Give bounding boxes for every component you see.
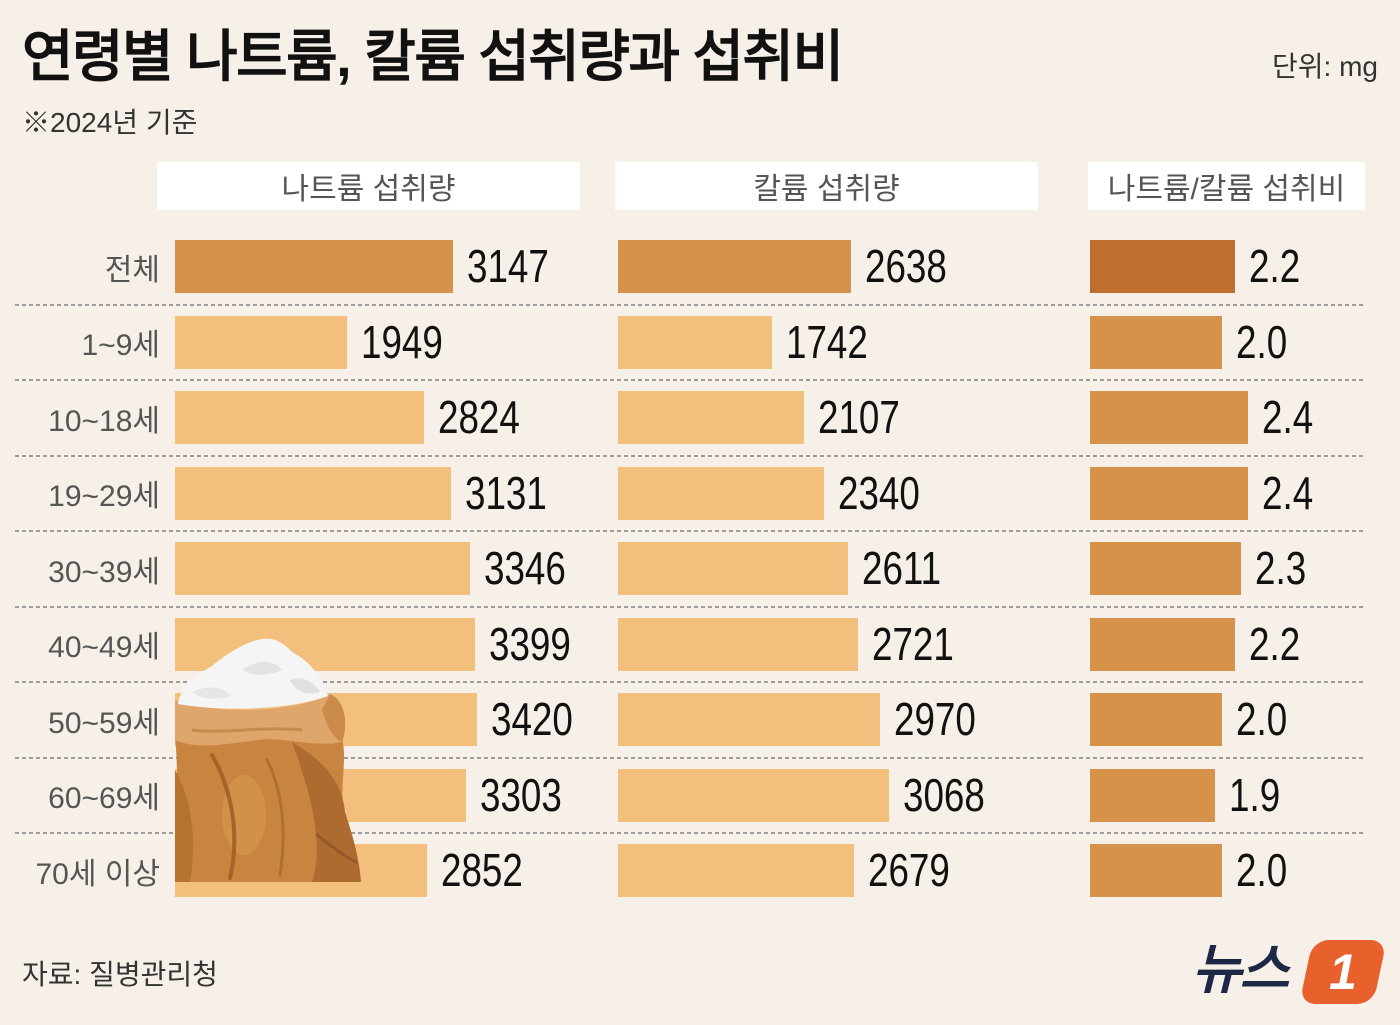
sodium-value-label: 2824 <box>438 391 520 443</box>
row-separator <box>15 832 1365 834</box>
ratio-bar <box>1090 693 1222 746</box>
row-separator <box>15 379 1365 381</box>
sodium-bar <box>175 315 347 369</box>
row-separator <box>15 605 1365 608</box>
ratio-value-label: 2.4 <box>1261 391 1314 443</box>
column-header-sodium: 나트륨 섭취량 <box>157 162 580 210</box>
salt-shading <box>192 687 232 699</box>
sack-highlight <box>222 775 266 855</box>
age-group-label: 40~49세 <box>48 631 160 664</box>
sodium-bar <box>175 542 471 595</box>
news1-logo-badge: 1 <box>1299 940 1387 1004</box>
age-group-label: 60~69세 <box>48 782 160 815</box>
sodium-value-label: 1949 <box>360 315 443 368</box>
sodium-value-label: 2852 <box>440 844 523 896</box>
ratio-bar <box>1090 617 1235 671</box>
sack-rim-line <box>191 727 303 733</box>
age-group-label: 30~39세 <box>48 555 160 589</box>
sack-fold <box>315 833 358 864</box>
potassium-bar <box>618 542 849 595</box>
sack-fold <box>210 753 237 880</box>
age-group-label: 전체 <box>104 253 160 287</box>
row-separator <box>15 681 1365 683</box>
ratio-bar <box>1090 391 1248 444</box>
potassium-bar <box>618 315 772 369</box>
potassium-bar <box>618 466 825 520</box>
sodium-value-label: 3399 <box>488 617 571 670</box>
ratio-bar <box>1090 844 1222 897</box>
column-header-potassium: 칼륨 섭취량 <box>615 162 1038 210</box>
age-group-label: 10~18세 <box>48 404 160 438</box>
potassium-bar <box>618 768 889 822</box>
sodium-bar <box>175 466 452 520</box>
salt-shading <box>290 678 320 694</box>
news1-logo-text: 뉴스 <box>1192 940 1289 1000</box>
potassium-value-label: 2107 <box>817 391 900 443</box>
sodium-value-label: 3346 <box>484 542 566 594</box>
ratio-bar <box>1090 768 1216 822</box>
potassium-bar <box>618 693 880 746</box>
potassium-value-label: 3068 <box>902 768 985 821</box>
ratio-bar <box>1090 315 1222 369</box>
ratio-value-label: 2.3 <box>1255 542 1307 594</box>
potassium-bar <box>618 844 855 897</box>
sodium-value-label: 3420 <box>490 693 573 745</box>
potassium-value-label: 2611 <box>862 542 942 594</box>
sack-fold <box>265 758 285 877</box>
ratio-value-label: 2.2 <box>1248 240 1300 292</box>
age-group-label: 1~9세 <box>81 329 161 362</box>
ratio-value-label: 2.4 <box>1261 466 1314 519</box>
age-group-label: 70세 이상 <box>35 857 160 891</box>
ratio-value-label: 1.9 <box>1229 768 1281 821</box>
sodium-bar <box>175 391 425 444</box>
sodium-value-label: 3147 <box>466 240 549 292</box>
age-group-label: 50~59세 <box>48 706 160 740</box>
salt-shading <box>242 661 282 675</box>
potassium-value-label: 2679 <box>868 844 951 896</box>
page-title: 연령별 나트륨, 칼륨 섭취량과 섭취비 <box>22 25 844 88</box>
ratio-value-label: 2.0 <box>1235 693 1287 745</box>
ratio-bar <box>1090 466 1248 520</box>
ratio-value-label: 2.0 <box>1235 315 1287 368</box>
sack-shadow <box>292 742 361 882</box>
potassium-value-label: 2340 <box>838 466 921 519</box>
column-header-ratio: 나트륨/칼륨 섭취비 <box>1088 162 1365 210</box>
ratio-value-label: 2.2 <box>1248 617 1300 670</box>
potassium-value-label: 2970 <box>893 693 976 745</box>
potassium-bar <box>618 240 851 293</box>
sodium-value-label: 3303 <box>480 768 563 821</box>
news1-logo-number: 1 <box>1329 944 1357 1000</box>
row-separator <box>15 303 1365 306</box>
unit-label: 단위: mg <box>1272 51 1378 82</box>
ratio-bar <box>1090 240 1235 293</box>
sack-shadow <box>175 770 194 882</box>
salt-sack-icon <box>175 638 361 882</box>
potassium-bar <box>618 617 858 671</box>
source-note: 자료: 질병관리청 <box>22 959 218 990</box>
age-group-label: 19~29세 <box>48 480 160 513</box>
row-separator <box>15 454 1365 457</box>
potassium-value-label: 1742 <box>785 315 868 368</box>
sack-rim <box>175 694 346 746</box>
row-separator <box>15 756 1365 759</box>
sodium-bar <box>175 240 453 293</box>
ratio-bar <box>1090 542 1242 595</box>
sodium-value-label: 3131 <box>465 466 548 519</box>
sack-rim-fold <box>322 694 346 742</box>
row-separator <box>15 530 1365 532</box>
potassium-value-label: 2638 <box>864 240 947 292</box>
base-year-note: ※2024년 기준 <box>22 107 198 138</box>
ratio-value-label: 2.0 <box>1235 844 1287 896</box>
potassium-value-label: 2721 <box>871 617 954 670</box>
potassium-bar <box>618 391 804 444</box>
